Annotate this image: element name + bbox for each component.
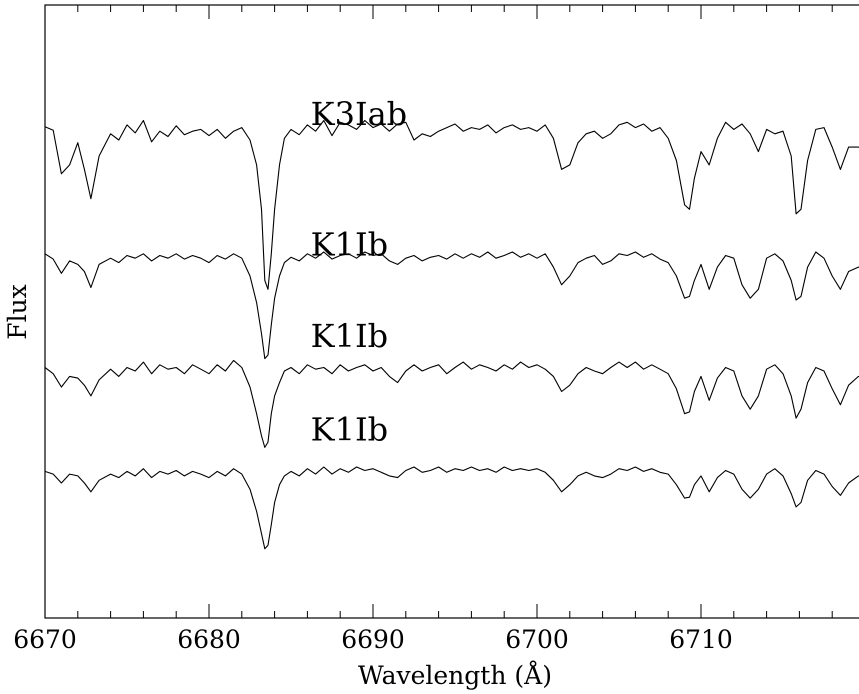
spectrum-line: [45, 121, 859, 290]
spectrum-line: [45, 467, 859, 549]
spectrum-label: K1Ib: [311, 317, 388, 355]
spectrum-label: K3Iab: [311, 95, 407, 133]
x-tick-label: 6680: [177, 625, 241, 654]
x-axis-tick-labels: 6670 6680 6690 6700 6710: [13, 625, 733, 654]
plot-frame: [45, 5, 859, 618]
spectrum-line: [45, 252, 859, 359]
x-tick-label: 6690: [341, 625, 405, 654]
spectrum-label: K1Ib: [311, 226, 388, 264]
x-axis-title: Wavelength (Å): [358, 660, 552, 690]
spectrum-label: K1Ib: [311, 410, 388, 448]
x-axis-ticks: [45, 5, 859, 618]
spectrum-lines: [45, 121, 859, 549]
x-tick-label: 6710: [669, 625, 733, 654]
spectrum-labels: K3Iab K1Ib K1Ib K1Ib: [311, 95, 407, 448]
x-tick-label: 6700: [505, 625, 569, 654]
spectrum-line: [45, 360, 859, 447]
y-axis-title: Flux: [3, 284, 32, 340]
x-tick-label: 6670: [13, 625, 77, 654]
